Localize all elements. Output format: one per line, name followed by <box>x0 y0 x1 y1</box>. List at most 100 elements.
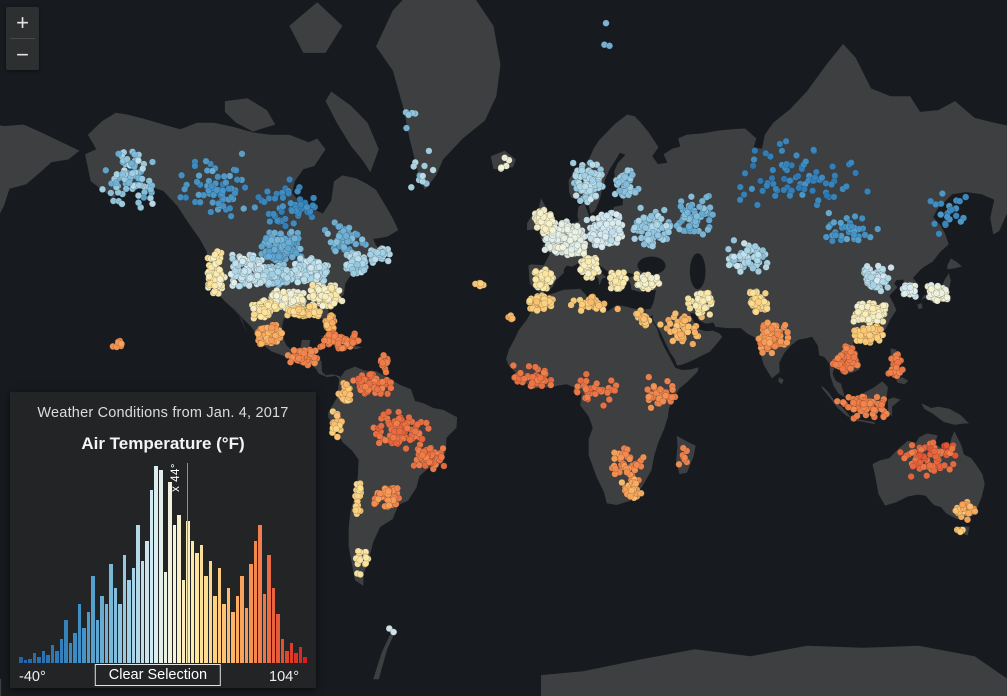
station-dot[interactable] <box>251 203 259 211</box>
station-dot[interactable] <box>761 289 769 297</box>
station-dot[interactable] <box>748 185 756 193</box>
station-dot[interactable] <box>637 489 645 497</box>
station-dot[interactable] <box>356 556 364 564</box>
station-dot[interactable] <box>751 147 759 155</box>
station-dot[interactable] <box>671 310 679 318</box>
station-dot[interactable] <box>649 242 657 250</box>
station-dot[interactable] <box>536 281 544 289</box>
station-dot[interactable] <box>851 212 859 220</box>
station-dot[interactable] <box>362 383 370 391</box>
station-dot[interactable] <box>749 289 757 297</box>
station-dot[interactable] <box>934 282 942 290</box>
station-dot[interactable] <box>289 297 297 305</box>
station-dot[interactable] <box>669 386 677 394</box>
station-dot[interactable] <box>405 111 413 119</box>
station-dot[interactable] <box>647 404 655 412</box>
station-dot[interactable] <box>593 379 601 387</box>
station-dot[interactable] <box>605 395 613 404</box>
station-dot[interactable] <box>572 172 580 180</box>
station-dot[interactable] <box>320 337 328 345</box>
station-dot[interactable] <box>866 331 874 339</box>
station-dot[interactable] <box>844 403 852 411</box>
station-dot[interactable] <box>118 170 127 178</box>
station-dot[interactable] <box>783 338 791 347</box>
station-dot[interactable] <box>965 509 973 517</box>
histogram-bar[interactable] <box>41 651 46 663</box>
station-dot[interactable] <box>823 192 831 200</box>
station-dot[interactable] <box>407 183 415 191</box>
station-dot[interactable] <box>405 413 413 421</box>
station-dot[interactable] <box>749 162 757 170</box>
station-dot[interactable] <box>334 340 342 348</box>
station-dot[interactable] <box>193 178 201 186</box>
station-dot[interactable] <box>300 275 308 283</box>
histogram-bar[interactable] <box>253 541 258 663</box>
histogram-bar[interactable] <box>172 525 177 663</box>
station-dot[interactable] <box>929 439 937 447</box>
station-dot[interactable] <box>297 200 305 209</box>
station-dot[interactable] <box>254 330 262 338</box>
station-dot[interactable] <box>360 266 368 274</box>
station-dot[interactable] <box>107 189 115 197</box>
station-dot[interactable] <box>402 445 410 453</box>
histogram-bar[interactable] <box>258 525 262 663</box>
station-dot[interactable] <box>211 251 219 259</box>
station-dot[interactable] <box>930 220 939 228</box>
station-dot[interactable] <box>195 172 203 180</box>
station-dot[interactable] <box>833 397 841 405</box>
station-dot[interactable] <box>687 193 695 201</box>
station-dot[interactable] <box>287 199 295 207</box>
station-dot[interactable] <box>926 462 934 470</box>
station-dot[interactable] <box>300 349 308 357</box>
station-dot[interactable] <box>759 187 767 195</box>
station-dot[interactable] <box>230 279 238 287</box>
station-dot[interactable] <box>287 228 295 236</box>
station-dot[interactable] <box>578 301 586 309</box>
station-dot[interactable] <box>373 385 382 393</box>
station-dot[interactable] <box>195 191 203 199</box>
station-dot[interactable] <box>578 167 586 175</box>
station-dot[interactable] <box>214 199 223 208</box>
station-dot[interactable] <box>640 276 648 284</box>
station-dot[interactable] <box>131 150 139 159</box>
station-dot[interactable] <box>730 253 738 261</box>
station-dot[interactable] <box>210 191 218 199</box>
station-dot[interactable] <box>387 384 395 392</box>
station-dot[interactable] <box>668 393 676 401</box>
station-dot[interactable] <box>909 462 917 470</box>
histogram-bar[interactable] <box>213 596 217 663</box>
station-dot[interactable] <box>867 273 875 281</box>
station-dot[interactable] <box>255 265 264 273</box>
station-dot[interactable] <box>834 354 842 362</box>
station-dot[interactable] <box>313 272 321 280</box>
station-dot[interactable] <box>786 192 794 200</box>
station-dot[interactable] <box>257 279 265 287</box>
station-dot[interactable] <box>263 187 271 196</box>
station-dot[interactable] <box>832 361 840 369</box>
station-dot[interactable] <box>748 300 756 308</box>
station-dot[interactable] <box>222 179 230 187</box>
station-dot[interactable] <box>267 236 275 244</box>
station-dot[interactable] <box>784 328 792 336</box>
station-dot[interactable] <box>628 171 637 179</box>
station-dot[interactable] <box>795 184 803 192</box>
station-dot[interactable] <box>380 351 388 359</box>
station-dot[interactable] <box>540 369 548 377</box>
station-dot[interactable] <box>573 222 581 230</box>
station-dot[interactable] <box>865 315 873 323</box>
station-dot[interactable] <box>752 308 760 316</box>
station-dot[interactable] <box>307 348 315 356</box>
station-dot[interactable] <box>333 412 341 420</box>
station-dot[interactable] <box>268 336 276 345</box>
station-dot[interactable] <box>122 185 130 193</box>
histogram-bar[interactable] <box>118 604 122 663</box>
station-dot[interactable] <box>211 282 219 290</box>
station-dot[interactable] <box>307 264 315 272</box>
station-dot[interactable] <box>617 453 625 461</box>
station-dot[interactable] <box>958 500 966 509</box>
station-dot[interactable] <box>736 183 744 191</box>
station-dot[interactable] <box>611 465 620 473</box>
histogram-bar[interactable] <box>276 614 280 663</box>
station-dot[interactable] <box>533 223 541 232</box>
station-dot[interactable] <box>118 200 126 208</box>
